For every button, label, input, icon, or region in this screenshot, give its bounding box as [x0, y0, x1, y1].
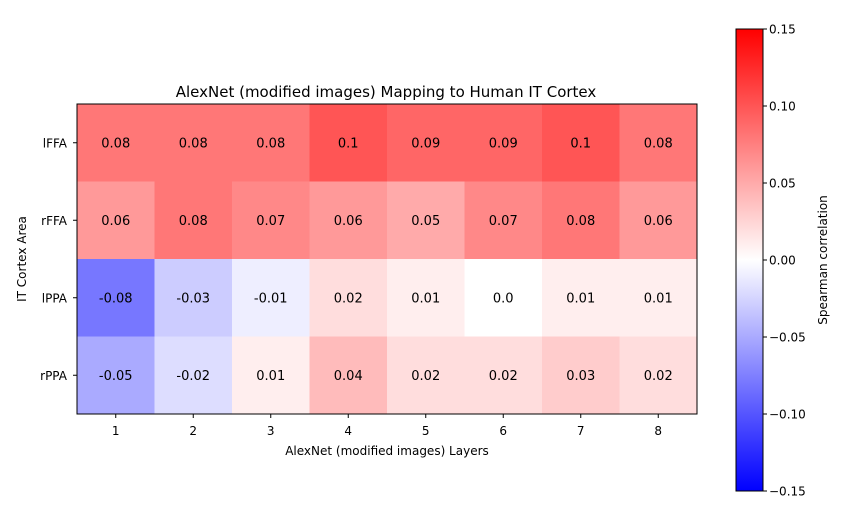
cell-value-label: 0.09: [489, 136, 518, 151]
heatmap-cell: [542, 336, 620, 415]
heatmap-cell: [464, 181, 543, 260]
y-tick-label: rPPA: [40, 369, 68, 383]
colorbar-tick-label: 0.15: [769, 23, 796, 37]
plot-frame: [76, 103, 698, 415]
cell-value-label: 0.08: [179, 136, 208, 151]
cell-value-label: 0.08: [101, 136, 130, 151]
cell-value-label: 0.0: [493, 291, 514, 306]
colorbar-label: Spearman correlation: [816, 195, 830, 325]
heatmap-cell: [232, 336, 310, 415]
cell-value-label: 0.07: [256, 214, 285, 229]
x-tick-label: 3: [267, 424, 275, 438]
cell-value-label: 0.01: [644, 291, 673, 306]
colorbar: [735, 28, 764, 492]
x-tick-label: 8: [654, 424, 662, 438]
cell-value-label: 0.04: [334, 369, 363, 384]
heatmap-cell: [619, 259, 698, 337]
cell-value-label: 0.05: [411, 214, 440, 229]
y-axis-ticks: lFFA rFFA lPPA rPPA: [40, 136, 77, 383]
cell-value-label: 0.02: [644, 369, 673, 384]
cell-value-label: 0.08: [566, 214, 595, 229]
heatmap-cell: [154, 259, 233, 337]
cell-value-label: -0.02: [176, 369, 210, 384]
cell-value-label: 0.02: [489, 369, 518, 384]
x-tick-label: 1: [112, 424, 120, 438]
cell-value-label: -0.01: [254, 291, 288, 306]
heatmap-cell: [77, 181, 155, 260]
heatmap-cell: [542, 181, 620, 260]
y-tick-label: lFFA: [43, 136, 68, 150]
heatmap-cells: 0.08 0.08 0.08 0.1 0.09 0.09 0.1 0.08 0.06 0.08 0.…: [77, 104, 698, 415]
colorbar-tick-label: 0.05: [769, 177, 796, 191]
y-tick-label: lPPA: [42, 291, 68, 305]
cell-value-label: 0.08: [644, 136, 673, 151]
cell-value-label: 0.1: [570, 136, 591, 151]
cell-value-label: -0.08: [99, 291, 133, 306]
cell-value-label: 0.06: [334, 214, 363, 229]
colorbar-tick-label: −0.15: [769, 485, 806, 499]
heatmap-cell: [232, 259, 310, 337]
colorbar-tick-label: −0.10: [769, 408, 806, 422]
cell-value-label: 0.08: [179, 214, 208, 229]
heatmap-cell: [542, 259, 620, 337]
colorbar-tick-label: 0.00: [769, 254, 796, 268]
y-tick-label: rFFA: [41, 214, 68, 228]
heatmap-cell: [232, 181, 310, 260]
heatmap-cell: [154, 181, 233, 260]
chart-title: AlexNet (modified images) Mapping to Hum…: [176, 83, 597, 101]
cell-value-label: 0.03: [566, 369, 595, 384]
heatmap-cell: [619, 336, 698, 415]
cell-value-label: 0.06: [644, 214, 673, 229]
y-axis-label: IT Cortex Area: [15, 216, 29, 302]
x-tick-label: 4: [344, 424, 352, 438]
cell-value-label: -0.03: [176, 291, 210, 306]
cell-value-label: 0.08: [256, 136, 285, 151]
x-axis-label: AlexNet (modified images) Layers: [285, 444, 489, 458]
x-axis-ticks: 1 2 3 4 5 6 7 8: [112, 414, 662, 438]
heatmap-cell: [464, 259, 543, 337]
heatmap-cell: [77, 104, 155, 182]
cell-value-label: 0.09: [411, 136, 440, 151]
heatmap-cell: [309, 104, 388, 182]
heatmap-cell: [309, 259, 388, 337]
heatmap-cell: [309, 181, 388, 260]
cell-value-label: 0.01: [411, 291, 440, 306]
x-tick-label: 6: [499, 424, 507, 438]
heatmap-cell: [387, 259, 465, 337]
cell-value-label: 0.02: [411, 369, 440, 384]
heatmap-cell: [619, 181, 698, 260]
cell-value-label: 0.02: [334, 291, 363, 306]
cell-value-label: 0.1: [338, 136, 359, 151]
cell-value-label: -0.05: [99, 369, 133, 384]
heatmap-cell: [309, 336, 388, 415]
colorbar-ticks: 0.15 0.10 0.05 0.00 −0.05 −0.10 −0.15: [763, 23, 806, 499]
cell-value-label: 0.06: [101, 214, 130, 229]
heatmap-cell: [464, 104, 543, 182]
heatmap-cell: [387, 336, 465, 415]
colorbar-tick-label: 0.10: [769, 100, 796, 114]
heatmap-cell: [232, 104, 310, 182]
colorbar-tick-label: −0.05: [769, 331, 806, 345]
heatmap-cell: [154, 336, 233, 415]
heatmap-cell: [154, 104, 233, 182]
heatmap-cell: [387, 181, 465, 260]
heatmap-cell: [619, 104, 698, 182]
x-tick-label: 2: [189, 424, 197, 438]
heatmap-cell: [77, 336, 155, 415]
heatmap-cell: [542, 104, 620, 182]
cell-value-label: 0.01: [566, 291, 595, 306]
x-tick-label: 7: [577, 424, 585, 438]
heatmap-cell: [464, 336, 543, 415]
cell-value-label: 0.01: [256, 369, 285, 384]
heatmap-cell: [77, 259, 155, 337]
x-tick-label: 5: [422, 424, 430, 438]
heatmap-cell: [387, 104, 465, 182]
cell-value-label: 0.07: [489, 214, 518, 229]
